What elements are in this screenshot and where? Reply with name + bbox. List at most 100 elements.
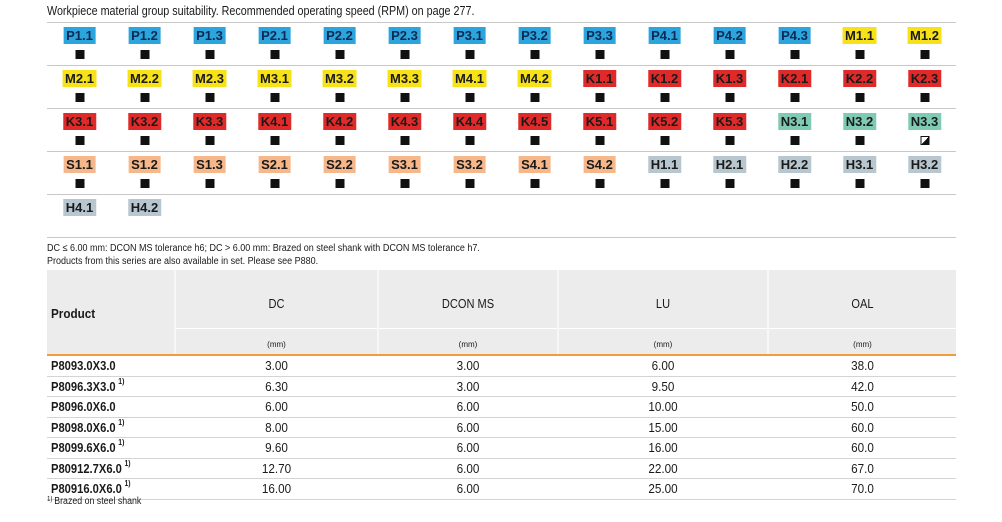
material-group-badge: H4.2 [127,199,162,216]
dc-value: 3.00 [265,358,288,373]
material-group-badge: S2.1 [258,156,291,173]
suitable-icon [855,93,864,102]
lu-value: 10.00 [648,399,678,414]
suitable-icon [465,93,474,102]
dcon-ms-value: 6.00 [456,460,480,476]
suitable-icon [400,50,409,59]
material-group-cell: M2.2 [112,66,177,108]
material-group-badge: M3.2 [322,70,357,87]
table-row: P8098.0X6.0 1) 8.00 6.00 15.00 60.0 [47,418,956,438]
dc-column-header: DC (mm) [267,296,286,349]
material-group-badge: M3.1 [257,70,292,87]
material-group-cell: K3.1 [47,109,112,151]
material-group-badge: P4.1 [648,27,681,44]
table-header: Product DC (mm) DCON MS (mm) LU (mm) OAL… [47,270,956,354]
material-group-cell: P1.2 [112,23,177,65]
suitable-icon [790,50,799,59]
table-row: P80912.7X6.0 1) 12.70 6.00 22.00 67.0 [47,458,956,479]
material-group-cell: M3.3 [372,66,437,108]
material-group-badge: S1.2 [128,156,161,173]
material-group-cell: M2.1 [47,66,112,108]
material-group-cell: K2.2 [827,66,892,108]
half-suitable-icon [920,136,929,145]
material-group-cell: H2.1 [697,152,762,194]
material-group-cell: K2.1 [762,66,827,108]
header-divider [47,354,956,356]
material-group-cell: K4.3 [372,109,437,151]
footnote-marker: 1) [124,458,131,468]
material-group-cell: N3.1 [762,109,827,151]
material-group-cell: N3.3 [892,109,957,151]
oal-value: 42.0 [851,378,874,394]
material-group-badge: P1.1 [63,27,96,44]
material-group-badge: H3.2 [907,156,942,173]
material-group-badge: N3.1 [777,113,812,130]
footnote: 1) Brazed on steel shank [47,496,142,507]
material-group-badge: N3.2 [842,113,877,130]
lu-value: 22.00 [648,460,678,476]
table-row: P8093.0X3.0 3.00 3.00 6.00 38.0 [47,356,956,377]
footnote-marker: 1) [118,438,125,447]
material-row: K3.1 K3.2 K3.3 K4.1 K4.2 K4.3 K4.4 K4.5 K5.1 K5.2… [47,108,956,151]
material-group-cell: P1.3 [177,23,242,65]
material-group-cell: K1.2 [632,66,697,108]
material-group-badge: P2.1 [258,27,291,44]
material-group-badge: K4.4 [452,113,487,130]
material-group-cell: P3.3 [567,23,632,65]
oal-value: 50.0 [851,399,874,414]
material-group-badge: M1.1 [842,27,877,44]
material-group-cell: H1.1 [632,152,697,194]
material-group-cell: K3.2 [112,109,177,151]
material-group-badge: H3.1 [842,156,877,173]
dc-value: 12.70 [261,460,292,476]
dcon-ms-value: 3.00 [456,378,480,394]
material-group-badge: S2.2 [323,156,356,173]
material-group-cell: M1.2 [892,23,957,65]
suitable-icon [205,179,214,188]
material-group-badge: K1.3 [712,70,747,87]
suitable-icon [660,93,669,102]
suitable-icon [660,136,669,145]
tolerance-note: DC ≤ 6.00 mm: DCON MS tolerance h6; DC >… [47,243,480,254]
material-group-badge: P2.2 [323,27,356,44]
product-code: P8096.0X6.0 [51,399,116,414]
material-group-badge: K4.1 [257,113,292,130]
lu-column-header: LU (mm) [653,296,673,349]
dc-value: 16.00 [261,481,292,496]
suitable-icon [855,50,864,59]
material-group-cell: K5.2 [632,109,697,151]
material-group-badge: S3.2 [453,156,486,173]
material-group-cell: K4.2 [307,109,372,151]
material-group-cell: P2.3 [372,23,437,65]
material-group-badge: M2.1 [62,70,97,87]
table-body: P8093.0X3.0 3.00 3.00 6.00 38.0 P8096.3X3.0 1)… [47,356,956,500]
material-group-badge: P3.3 [583,27,616,44]
material-group-badge: K5.2 [647,113,682,130]
dcon-ms-value: 6.00 [456,399,480,414]
suitable-icon [595,50,604,59]
material-group-badge: K2.3 [907,70,942,87]
dc-value: 9.60 [265,440,288,455]
material-group-cell: H2.2 [762,152,827,194]
suitable-icon [855,136,864,145]
suitable-icon [270,136,279,145]
lu-value: 15.00 [648,419,678,435]
material-group-cell: S4.1 [502,152,567,194]
material-group-badge: N3.3 [907,113,942,130]
material-group-badge: H2.1 [712,156,747,173]
material-group-cell: M3.1 [242,66,307,108]
material-group-cell: H3.2 [892,152,957,194]
material-group-cell: N3.2 [827,109,892,151]
material-group-badge: K1.1 [582,70,617,87]
material-group-cell: K5.3 [697,109,762,151]
suitable-icon [205,93,214,102]
suitable-icon [725,93,734,102]
material-group-cell: S1.2 [112,152,177,194]
suitable-icon [920,93,929,102]
material-group-cell: H4.1 [47,195,112,237]
material-group-badge: S4.2 [583,156,616,173]
material-group-badge: H2.2 [777,156,812,173]
material-row: M2.1 M2.2 M2.3 M3.1 M3.2 M3.3 M4.1 M4.2 K1.1 K1.2… [47,65,956,108]
suitable-icon [75,179,84,188]
material-group-cell: K5.1 [567,109,632,151]
